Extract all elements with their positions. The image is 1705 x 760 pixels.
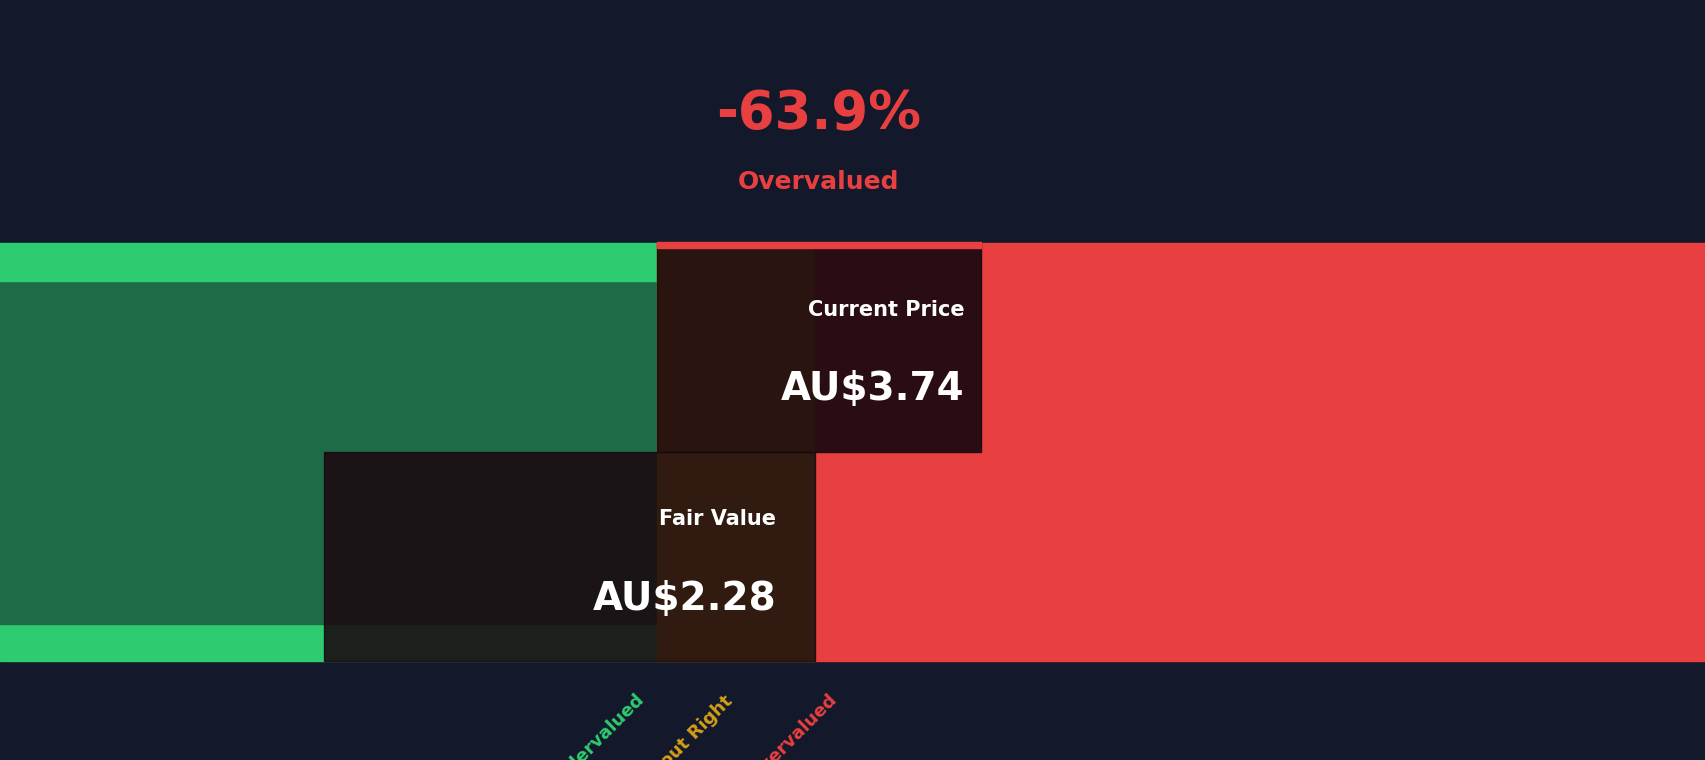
Text: 20% Overvalued: 20% Overvalued [711, 692, 841, 760]
Bar [815, 280, 1705, 623]
Bar [0, 243, 656, 280]
Bar [656, 243, 980, 452]
Bar [0, 280, 656, 623]
Bar [656, 243, 815, 280]
Text: -63.9%: -63.9% [716, 88, 921, 140]
Bar [656, 280, 815, 623]
Text: Current Price: Current Price [808, 300, 963, 320]
Bar [656, 623, 815, 661]
Bar [815, 623, 1705, 661]
Bar [815, 243, 1705, 280]
Text: AU$2.28: AU$2.28 [592, 579, 776, 617]
Text: About Right: About Right [638, 692, 737, 760]
Bar [656, 242, 980, 248]
Bar [324, 452, 815, 661]
Text: 20% Undervalued: 20% Undervalued [510, 692, 648, 760]
Bar [0, 623, 656, 661]
Text: AU$3.74: AU$3.74 [781, 370, 963, 408]
Text: Fair Value: Fair Value [658, 509, 776, 529]
Text: Overvalued: Overvalued [738, 170, 899, 195]
